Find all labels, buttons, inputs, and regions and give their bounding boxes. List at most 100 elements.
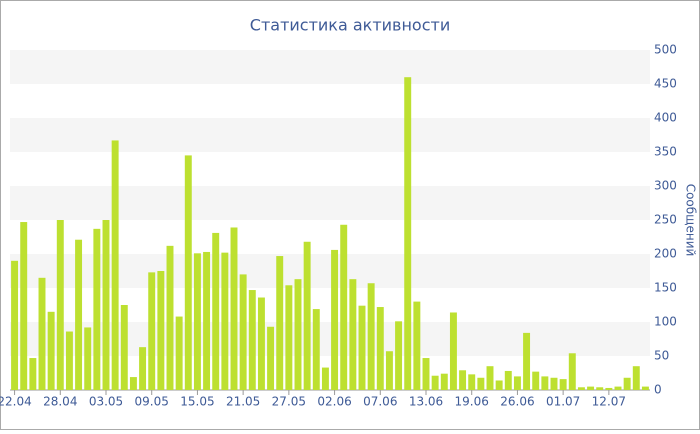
bar	[193, 253, 201, 390]
bar	[38, 277, 46, 390]
y-tick-label: 150	[654, 281, 677, 295]
bar	[495, 380, 503, 390]
bar	[212, 232, 220, 390]
bar	[587, 386, 595, 390]
x-tick-label: 07.06	[363, 395, 397, 409]
bar	[285, 285, 293, 390]
bar	[203, 251, 211, 390]
bar	[477, 377, 485, 390]
bar	[422, 358, 430, 390]
bar	[239, 274, 247, 390]
bar	[413, 301, 421, 390]
x-tick-label: 19.06	[455, 395, 489, 409]
bar	[120, 305, 128, 390]
bar	[248, 290, 256, 390]
y-tick-label: 450	[654, 77, 677, 91]
x-tick-label: 26.06	[500, 395, 534, 409]
bar	[367, 283, 375, 390]
x-tick-label: 28.04	[43, 395, 77, 409]
bar	[395, 321, 403, 390]
y-tick-label: 0	[654, 383, 662, 397]
y-tick-label: 400	[654, 111, 677, 125]
x-tick-label: 13.06	[409, 395, 443, 409]
y-tick-label: 100	[654, 315, 677, 329]
bar	[459, 370, 467, 390]
bar	[358, 305, 366, 390]
bar	[166, 245, 174, 390]
grid-band	[10, 186, 650, 220]
x-tick-label: 01.07	[546, 395, 580, 409]
bar	[93, 228, 101, 390]
bar	[129, 377, 137, 390]
bar	[111, 140, 119, 390]
bar	[376, 307, 384, 390]
bar	[20, 222, 28, 390]
bar	[139, 347, 147, 390]
bar	[303, 241, 311, 390]
bar	[157, 271, 165, 390]
bar	[404, 77, 412, 390]
x-tick-label: 21.05	[226, 395, 260, 409]
bar	[148, 272, 156, 390]
bar	[276, 256, 284, 390]
y-tick-label: 300	[654, 179, 677, 193]
bar	[440, 373, 448, 390]
bar	[385, 351, 393, 390]
bar	[267, 326, 275, 390]
bar	[294, 279, 302, 390]
bar	[614, 386, 622, 390]
bar	[596, 387, 604, 390]
y-tick-label: 50	[654, 349, 669, 363]
y-tick-label: 250	[654, 213, 677, 227]
bar	[102, 220, 110, 390]
grid-band	[10, 50, 650, 84]
x-tick-label: 12.07	[592, 395, 626, 409]
y-tick-label: 500	[654, 43, 677, 57]
bar	[449, 312, 457, 390]
bar	[221, 252, 229, 390]
y-tick-label: 350	[654, 145, 677, 159]
bar	[75, 239, 83, 390]
bar	[175, 316, 183, 390]
x-tick-label: 03.05	[89, 395, 123, 409]
bar	[56, 220, 64, 390]
bar	[257, 297, 265, 390]
bar	[468, 374, 476, 390]
bar	[321, 367, 329, 390]
bar	[541, 376, 549, 390]
y-axis-title: Сообщений	[684, 184, 698, 257]
bar	[523, 332, 531, 390]
x-tick-label: 15.05	[180, 395, 214, 409]
bar	[349, 279, 357, 390]
bar	[504, 370, 512, 390]
bar	[623, 377, 631, 390]
bar	[230, 227, 238, 390]
chart-title: Статистика активности	[250, 16, 450, 35]
bar	[532, 371, 540, 390]
y-tick-label: 200	[654, 247, 677, 261]
grid-band	[10, 118, 650, 152]
bar	[29, 358, 37, 390]
x-tick-label: 09.05	[135, 395, 169, 409]
bar	[331, 249, 339, 390]
bar	[84, 327, 92, 390]
bar	[641, 386, 649, 390]
bar	[513, 376, 521, 390]
bar	[568, 353, 576, 390]
bar	[486, 366, 494, 390]
bar	[11, 260, 19, 390]
bar	[559, 379, 567, 390]
bar	[47, 311, 55, 390]
bar	[550, 377, 558, 390]
bar	[605, 387, 613, 390]
x-tick-label: 02.06	[317, 395, 351, 409]
bar	[577, 387, 585, 390]
bar	[312, 309, 320, 390]
bar	[65, 331, 73, 390]
bar	[340, 224, 348, 390]
x-tick-label: 22.04	[0, 395, 32, 409]
bar	[431, 375, 439, 390]
bar	[184, 155, 192, 390]
bar	[632, 366, 640, 390]
